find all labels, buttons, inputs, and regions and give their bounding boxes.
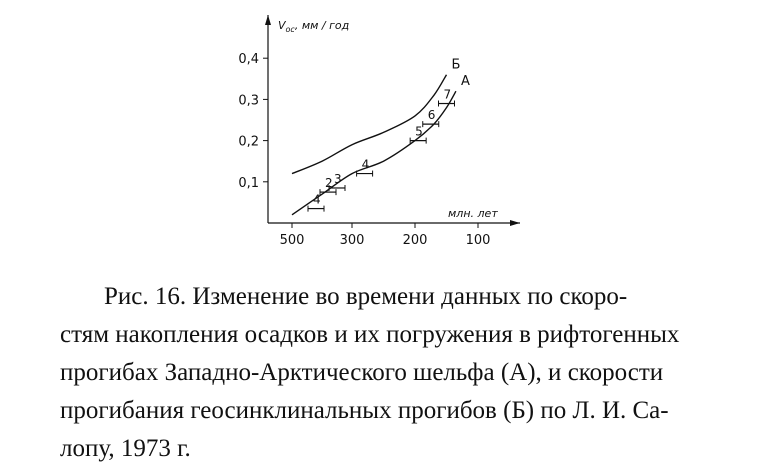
axes [265,15,520,226]
figure-caption: Рис. 16. Изменение во времени данных по … [60,278,750,468]
caption-line: прогибах Западно-Арктического шельфа (А)… [60,359,664,386]
series-label: Б [452,58,461,73]
curves: БА [291,58,470,216]
y-axis-arrow [265,15,271,25]
caption-line: Рис. 16. Изменение во времени данных по … [104,283,628,310]
point-label: 3 [334,172,342,186]
series-label: А [461,74,470,89]
point-label: 5 [415,125,423,139]
caption-line: стям накопления осадков и их погружения … [60,321,680,348]
caption-line: прогибания геосинклинальных прогибов (Б)… [60,397,669,424]
y-tick-label: 0,4 [238,52,259,67]
point-label: 4 [362,158,370,172]
point-label: 6 [428,108,436,122]
x-axis-title: млн. лет [448,207,498,220]
y-tick-label: 0,3 [238,93,259,108]
point-label: 4 [313,193,321,207]
x-tick-label: 300 [340,233,365,248]
y-tick-label: 0,2 [238,135,259,150]
x-axis-arrow [510,220,520,226]
y-axis-title: Vос, мм / год [278,19,349,34]
series-line [291,74,448,175]
x-tick-label: 100 [466,233,491,248]
x-tick-label: 200 [403,233,428,248]
point-label: 2 [325,176,333,190]
x-tick-label: 500 [280,233,305,248]
point-label: 7 [444,88,452,102]
y-tick-label: 0,1 [238,176,259,191]
ticks: 500 300 200 100 0,1 0,2 0,3 0,4 [238,52,490,248]
caption-line: лопу, 1973 г. [60,435,191,462]
